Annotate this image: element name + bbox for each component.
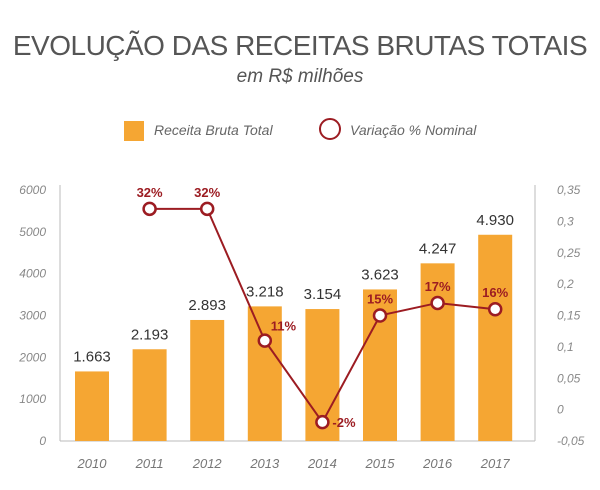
- variation-label: 32%: [137, 185, 163, 200]
- y-left-tick-label: 0: [39, 434, 46, 448]
- y-left-tick-label: 3000: [19, 309, 46, 323]
- line-point: [315, 414, 330, 430]
- x-tick-label: 2012: [192, 456, 223, 471]
- y-right-tick-label: 0,3: [557, 214, 574, 228]
- y-right-tick-label: 0,35: [557, 183, 581, 197]
- x-tick-label: 2016: [422, 456, 453, 471]
- variation-label: 15%: [367, 292, 393, 307]
- variation-label: 16%: [482, 285, 508, 300]
- legend-line-label: Variação % Nominal: [350, 122, 477, 138]
- line-point: [430, 295, 445, 311]
- x-tick-label: 2017: [480, 456, 511, 471]
- legend: Receita Bruta Total Variação % Nominal: [0, 118, 600, 144]
- bar-value-label: 3.154: [304, 286, 342, 303]
- y-right-tick-label: 0,25: [557, 246, 581, 260]
- chart-subtitle: em R$ milhões: [236, 66, 364, 87]
- variation-line: [142, 201, 503, 430]
- x-tick-label: 2011: [135, 456, 164, 471]
- line-point: [372, 308, 388, 323]
- legend-bar-label: Receita Bruta Total: [154, 122, 273, 138]
- chart-title: EVOLUÇÃO DAS RECEITAS BRUTAS TOTAIS: [12, 30, 588, 61]
- line-point: [199, 201, 215, 217]
- bars: [75, 234, 513, 441]
- bar-value-label: 4.930: [476, 212, 514, 229]
- bar: [420, 263, 455, 441]
- y-right-tick-label: -0,05: [557, 434, 585, 448]
- y-right-tick-label: 0,15: [557, 309, 581, 323]
- y-left-tick-label: 2000: [18, 350, 46, 364]
- x-tick-label: 2013: [249, 456, 280, 471]
- x-tick-label: 2010: [77, 456, 108, 471]
- bar-value-label: 1.663: [73, 348, 111, 365]
- line-point: [487, 301, 503, 317]
- line-point: [142, 201, 157, 217]
- line-point: [257, 333, 273, 348]
- bar-value-label: 4.247: [419, 240, 457, 257]
- bar-value-label: 3.623: [361, 266, 399, 283]
- variation-label: 11%: [271, 319, 297, 334]
- bar: [247, 306, 282, 441]
- legend-bar-swatch: [124, 121, 144, 141]
- y-right-tick-label: 0,2: [557, 277, 574, 291]
- y-left-tick-label: 1000: [19, 392, 46, 406]
- variation-label: 17%: [425, 279, 451, 294]
- axes: 0 1000 2000 3000 4000 5000 6000 -0,05 0 0,05 0,1 0,…: [18, 183, 584, 471]
- bar: [190, 319, 225, 441]
- y-right-tick-label: 0,05: [557, 371, 581, 385]
- bar-value-label: 3.218: [246, 283, 284, 300]
- y-left-tick-label: 6000: [19, 183, 46, 197]
- variation-label: -2%: [332, 415, 356, 430]
- y-right-tick-label: 0: [557, 403, 564, 417]
- labels: 1.663 2.193 2.893 3.218 3.154 3.623 4.247 4.930…: [73, 185, 514, 430]
- y-left-tick-label: 4000: [19, 267, 46, 281]
- y-left-tick-label: 5000: [19, 225, 46, 239]
- x-tick-label: 2015: [365, 456, 396, 471]
- legend-line-marker: [319, 118, 341, 140]
- x-tick-label: 2014: [307, 456, 337, 471]
- variation-label: 32%: [194, 185, 220, 200]
- y-right-tick-label: 0,1: [557, 340, 574, 354]
- bar: [478, 234, 513, 441]
- bar: [132, 349, 167, 441]
- bar-value-label: 2.893: [188, 297, 226, 314]
- bar-value-label: 2.193: [131, 326, 169, 343]
- bar: [75, 371, 109, 441]
